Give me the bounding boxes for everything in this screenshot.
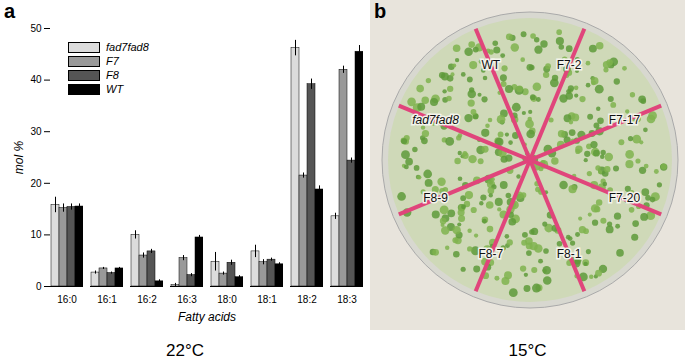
svg-text:F8-7: F8-7 bbox=[479, 247, 504, 261]
svg-text:16:0: 16:0 bbox=[57, 294, 77, 305]
svg-text:40: 40 bbox=[30, 74, 42, 85]
html-text:15°C: 15°C bbox=[508, 341, 547, 360]
svg-text:18:2: 18:2 bbox=[297, 294, 317, 305]
svg-text:Fatty acids: Fatty acids bbox=[178, 310, 236, 324]
svg-text:16:1: 16:1 bbox=[97, 294, 117, 305]
html-text:F8: F8 bbox=[106, 69, 119, 81]
svg-text:30: 30 bbox=[30, 126, 42, 137]
svg-text:0: 0 bbox=[36, 281, 42, 292]
svg-text:F7-17: F7-17 bbox=[609, 113, 641, 127]
svg-text:18:3: 18:3 bbox=[337, 294, 357, 305]
svg-text:WT: WT bbox=[482, 58, 501, 72]
html-text:fad7fad8: fad7fad8 bbox=[106, 41, 149, 53]
svg-text:F7-2: F7-2 bbox=[557, 58, 582, 72]
html-text:a: a bbox=[4, 0, 16, 22]
svg-text:mol %: mol % bbox=[12, 141, 26, 175]
html-text:WT: WT bbox=[106, 83, 124, 95]
svg-text:F7-20: F7-20 bbox=[609, 191, 641, 205]
svg-text:16:2: 16:2 bbox=[137, 294, 157, 305]
svg-text:20: 20 bbox=[30, 178, 42, 189]
svg-text:F8-9: F8-9 bbox=[423, 191, 448, 205]
svg-text:16:3: 16:3 bbox=[177, 294, 197, 305]
html-text:F7: F7 bbox=[106, 55, 119, 67]
svg-text:18:1: 18:1 bbox=[257, 294, 277, 305]
svg-text:fad7fad8: fad7fad8 bbox=[412, 113, 459, 127]
html-text:22°C: 22°C bbox=[166, 341, 204, 360]
svg-text:10: 10 bbox=[30, 229, 42, 240]
svg-text:18:0: 18:0 bbox=[217, 294, 237, 305]
svg-text:50: 50 bbox=[30, 23, 42, 34]
html-text:b: b bbox=[374, 0, 387, 22]
svg-text:F8-1: F8-1 bbox=[557, 247, 582, 261]
